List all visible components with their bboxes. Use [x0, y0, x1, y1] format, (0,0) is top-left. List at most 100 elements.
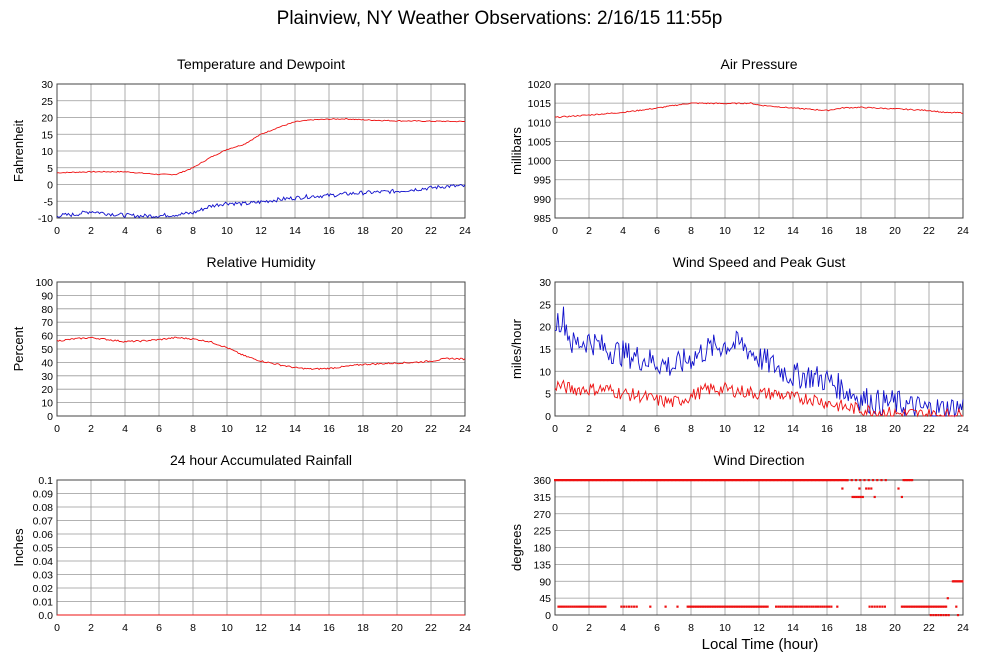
- scatter-point: [598, 605, 601, 608]
- scatter-point: [673, 479, 676, 482]
- scatter-point: [810, 605, 813, 608]
- scatter-point: [826, 479, 829, 482]
- scatter-point: [905, 479, 909, 482]
- scatter-point: [611, 479, 614, 482]
- scatter-point: [824, 479, 827, 482]
- scatter-point: [868, 605, 871, 608]
- scatter-point: [841, 487, 844, 490]
- x-tick-label: 20: [889, 622, 901, 634]
- y-tick-label: 0.09: [33, 489, 54, 501]
- scatter-point: [703, 479, 706, 482]
- scatter-point: [725, 605, 728, 608]
- y-tick-label: 0.01: [33, 597, 54, 609]
- scatter-point: [647, 479, 651, 482]
- scatter-point: [624, 479, 627, 482]
- scatter-point: [724, 479, 727, 482]
- scatter-point: [858, 487, 861, 490]
- y-tick-label: 1005: [528, 136, 552, 148]
- scatter-point: [759, 479, 762, 482]
- scatter-point: [914, 605, 917, 608]
- scatter-point: [619, 479, 622, 482]
- x-tick-label: 12: [753, 225, 765, 237]
- scatter-point: [836, 479, 840, 482]
- scatter-point: [785, 479, 788, 482]
- x-tick-label: 22: [425, 423, 437, 435]
- scatter-point: [790, 479, 793, 482]
- scatter-point: [631, 479, 634, 482]
- scatter-point: [729, 605, 732, 608]
- scatter-point: [737, 479, 740, 482]
- y-tick-label: 1015: [528, 98, 552, 110]
- x-tick-label: 8: [688, 225, 694, 237]
- scatter-point: [749, 479, 753, 482]
- scatter-point: [756, 479, 759, 482]
- x-tick-label: 18: [855, 423, 867, 435]
- y-tick-label: 100: [35, 277, 53, 289]
- x-tick-label: 18: [357, 423, 369, 435]
- scatter-point: [961, 580, 964, 583]
- scatter-point: [588, 479, 591, 482]
- scatter-point: [586, 479, 589, 482]
- scatter-point: [867, 479, 870, 482]
- scatter-point: [555, 479, 558, 482]
- y-axis-label: Percent: [11, 326, 26, 371]
- scatter-point: [865, 487, 868, 490]
- scatter-point: [900, 495, 903, 499]
- scatter-point: [871, 479, 875, 482]
- y-tick-label: 0.03: [33, 570, 54, 582]
- scatter-point: [777, 479, 780, 482]
- scatter-point: [715, 605, 718, 608]
- scatter-point: [558, 479, 561, 482]
- y-tick-label: 0: [47, 180, 53, 192]
- scatter-point: [804, 479, 807, 482]
- scatter-point: [825, 605, 829, 608]
- scatter-point: [597, 479, 600, 482]
- scatter-point: [609, 479, 612, 482]
- x-tick-label: 10: [221, 622, 233, 634]
- scatter-point: [686, 605, 689, 608]
- scatter-point: [873, 605, 876, 608]
- y-tick-label: 0.06: [33, 529, 54, 541]
- x-tick-label: 22: [923, 423, 935, 435]
- scatter-point: [937, 614, 940, 617]
- y-axis-label: miles/hour: [509, 318, 524, 379]
- scatter-point: [801, 479, 804, 482]
- y-tick-label: 30: [41, 79, 53, 91]
- y-tick-label: 70: [41, 317, 53, 329]
- scatter-point: [960, 580, 963, 583]
- x-tick-label: 22: [923, 225, 935, 237]
- x-tick-label: 2: [586, 423, 592, 435]
- y-tick-label: 15: [41, 129, 53, 141]
- scatter-point: [747, 605, 750, 608]
- scatter-point: [764, 605, 767, 608]
- scatter-point: [728, 479, 731, 482]
- scatter-point: [724, 605, 727, 608]
- scatter-point: [664, 479, 667, 482]
- scatter-point: [568, 479, 572, 482]
- scatter-point: [835, 479, 838, 482]
- scatter-point: [693, 605, 696, 608]
- x-tick-label: 24: [459, 225, 471, 237]
- y-tick-label: 135: [533, 559, 551, 571]
- series-line: [554, 306, 964, 418]
- scatter-point: [582, 479, 585, 482]
- scatter-point: [749, 605, 752, 608]
- scatter-point: [819, 605, 822, 608]
- scatter-point: [743, 479, 746, 482]
- plot-frame: [554, 281, 964, 417]
- scatter-point: [570, 479, 573, 482]
- scatter-point: [817, 479, 821, 482]
- scatter-point: [727, 605, 730, 608]
- x-tick-label: 2: [586, 622, 592, 634]
- scatter-point: [681, 479, 685, 482]
- y-tick-label: 50: [41, 344, 53, 356]
- x-tick-label: 6: [654, 622, 660, 634]
- scatter-point: [714, 479, 717, 482]
- x-tick-label: 18: [855, 622, 867, 634]
- scatter-point: [802, 479, 806, 482]
- x-tick-label: 0: [552, 225, 558, 237]
- scatter-point: [658, 479, 661, 482]
- scatter-point: [666, 479, 670, 482]
